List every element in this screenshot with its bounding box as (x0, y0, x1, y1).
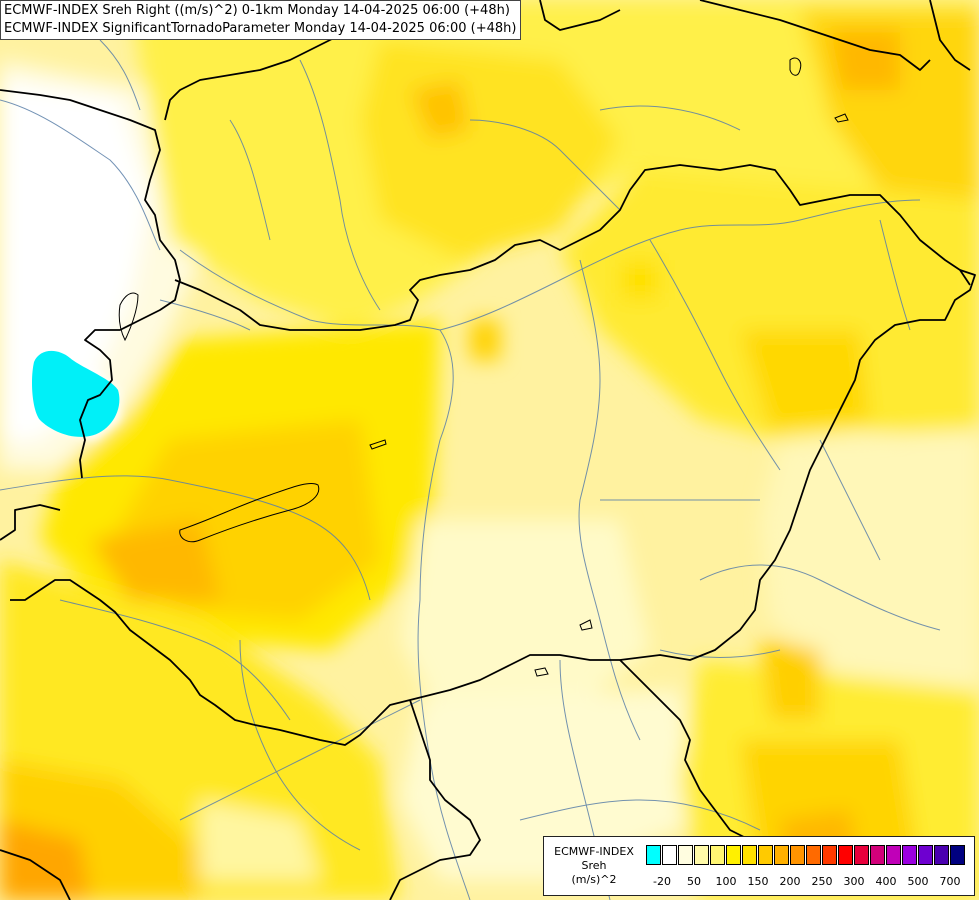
legend-tick-label: -20 (653, 875, 671, 888)
legend-title-variable: Sreh (581, 859, 607, 872)
color-legend: ECMWF-INDEX Sreh (m/s)^2 -20 50 100 150 200 2… (543, 836, 975, 896)
legend-tick-label: 150 (747, 875, 769, 888)
legend-swatch (662, 845, 677, 865)
legend-title: ECMWF-INDEX Sreh (m/s)^2 (548, 845, 640, 887)
legend-swatch (646, 845, 661, 865)
legend-swatch (726, 845, 741, 865)
rivers (0, 39, 941, 900)
legend-title-source: ECMWF-INDEX (554, 845, 634, 858)
legend-swatch (838, 845, 853, 865)
legend-swatches (646, 845, 966, 865)
legend-swatch (950, 845, 965, 865)
legend-tick-label: 700 (939, 875, 961, 888)
legend-title-unit: (m/s)^2 (571, 873, 617, 886)
legend-swatch (710, 845, 725, 865)
legend-tick-label: 400 (875, 875, 897, 888)
legend-swatch (678, 845, 693, 865)
title-line-1: ECMWF-INDEX Sreh Right ((m/s)^2) 0-1km M… (4, 3, 510, 18)
legend-ticks: -20 50 100 150 200 250 300 400 500 700 (646, 875, 972, 889)
lakes (118, 57, 849, 677)
legend-swatch (822, 845, 837, 865)
title-line-2: ECMWF-INDEX SignificantTornadoParameter … (4, 21, 517, 36)
legend-swatch (742, 845, 757, 865)
title-box: ECMWF-INDEX Sreh Right ((m/s)^2) 0-1km M… (0, 0, 522, 40)
legend-swatch (774, 845, 789, 865)
legend-swatch (694, 845, 709, 865)
legend-swatch (934, 845, 949, 865)
legend-swatch (758, 845, 773, 865)
legend-swatch (918, 845, 933, 865)
legend-swatch (902, 845, 917, 865)
legend-tick-label: 300 (843, 875, 865, 888)
legend-tick-label: 250 (811, 875, 833, 888)
legend-tick-label: 50 (687, 875, 701, 888)
legend-swatch (854, 845, 869, 865)
legend-swatch (870, 845, 885, 865)
legend-tick-label: 200 (779, 875, 801, 888)
legend-tick-label: 100 (715, 875, 737, 888)
legend-tick-label: 500 (907, 875, 929, 888)
cyan-region (32, 350, 120, 437)
legend-swatch (806, 845, 821, 865)
legend-swatch (790, 845, 805, 865)
legend-swatch (886, 845, 901, 865)
